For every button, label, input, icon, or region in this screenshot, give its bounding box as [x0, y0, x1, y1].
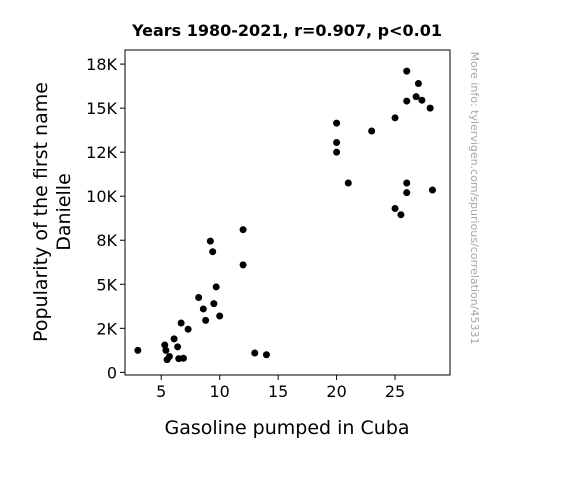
scatter-point	[199, 305, 207, 313]
scatter-point	[209, 248, 217, 256]
axis-ticks: 5 10 15 20 25 0 2K 5K 8K 10K 12K 15K 18K	[86, 55, 405, 401]
scatter-point	[333, 148, 341, 156]
data-points	[134, 67, 436, 364]
x-tick-label: 20	[326, 382, 346, 401]
scatter-point	[177, 319, 185, 327]
scatter-point	[170, 335, 178, 343]
scatter-point	[344, 179, 352, 187]
chart-title: Years 1980-2021, r=0.907, p<0.01	[131, 21, 442, 40]
scatter-point	[368, 127, 376, 135]
watermark-text: More info: tylervigen.com/spurious/corre…	[468, 52, 481, 345]
scatter-point	[262, 351, 270, 359]
scatter-point	[333, 138, 341, 146]
scatter-point	[333, 119, 341, 127]
scatter-point	[195, 293, 203, 301]
scatter-point	[403, 189, 411, 197]
y-tick-label: 10K	[86, 187, 117, 206]
scatter-point	[161, 341, 169, 349]
scatter-point	[403, 179, 411, 187]
y-tick-label: 2K	[96, 319, 117, 338]
scatter-point	[210, 300, 218, 308]
y-tick-label: 18K	[86, 55, 117, 74]
x-tick-label: 10	[210, 382, 230, 401]
y-tick-label: 12K	[86, 143, 117, 162]
x-tick-label: 5	[156, 382, 166, 401]
scatter-point	[418, 96, 426, 104]
y-tick-label: 5K	[96, 275, 117, 294]
scatter-point	[403, 67, 411, 75]
scatter-point	[428, 186, 436, 194]
y-axis-label-line-2: Danielle	[53, 173, 75, 251]
y-tick-label: 0	[107, 363, 117, 382]
scatter-point	[212, 283, 220, 291]
scatter-point	[426, 104, 434, 112]
scatter-point	[239, 226, 247, 234]
scatter-point	[184, 325, 192, 333]
scatter-point	[202, 316, 210, 324]
plot-area-frame	[124, 49, 451, 376]
scatter-point	[165, 353, 173, 361]
y-tick-label: 8K	[96, 231, 117, 250]
y-axis-label-line-1: Popularity of the first name	[30, 82, 52, 342]
scatter-point	[179, 354, 187, 362]
y-tick-label: 15K	[86, 99, 117, 118]
scatter-point	[239, 261, 247, 269]
x-axis-label: Gasoline pumped in Cuba	[164, 417, 409, 439]
scatter-point	[216, 312, 224, 320]
x-tick-label: 15	[268, 382, 288, 401]
scatter-point	[412, 93, 420, 101]
scatter-point	[391, 114, 399, 122]
x-tick-label: 25	[385, 382, 405, 401]
scatter-point	[206, 237, 214, 245]
scatter-point	[414, 79, 422, 87]
scatter-point	[397, 211, 405, 219]
scatter-point	[403, 97, 411, 105]
scatter-point	[174, 343, 182, 351]
scatter-point	[251, 349, 259, 357]
scatter-point	[134, 346, 142, 354]
scatter-point	[391, 205, 399, 213]
scatter-point	[162, 346, 170, 354]
